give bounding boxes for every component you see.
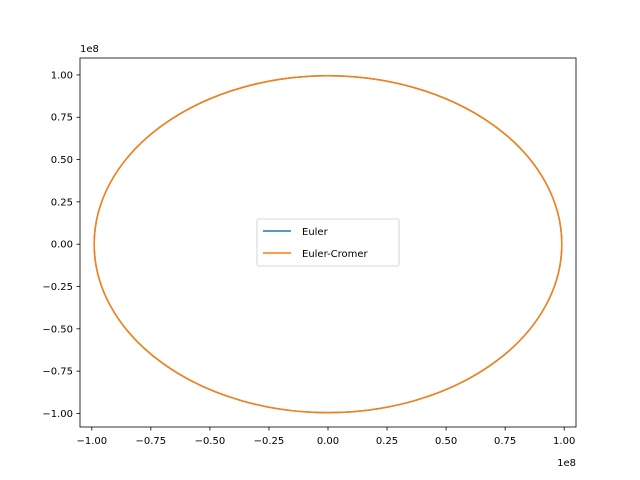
y-tick-label: 1.00: [51, 70, 73, 81]
y-tick-label: 0.25: [51, 197, 73, 208]
x-tick-label: 0.25: [376, 436, 398, 447]
x-tick-label: −0.75: [136, 436, 167, 447]
y-tick-label: −0.75: [42, 367, 73, 378]
legend: Euler Euler-Cromer: [256, 218, 400, 267]
x-axis-offset-text: 1e8: [557, 458, 576, 469]
x-tick-label: −1.00: [76, 436, 107, 447]
x-tick-label: 0.00: [317, 436, 339, 447]
y-axis: −1.00 −0.75 −0.50 −0.25 0.00 0.25 0.50 0.75 1.00: [42, 70, 80, 420]
x-tick-label: 0.50: [435, 436, 457, 447]
legend-label-euler-cromer: Euler-Cromer: [302, 249, 369, 260]
y-tick-label: −0.50: [42, 324, 73, 335]
legend-box: [256, 218, 400, 267]
x-tick-label: −0.25: [254, 436, 285, 447]
x-tick-label: 1.00: [553, 436, 575, 447]
y-tick-label: −0.25: [42, 282, 73, 293]
y-tick-label: 0.50: [51, 155, 73, 166]
y-tick-label: 0.00: [51, 240, 73, 251]
series-layer: [93, 75, 563, 414]
y-tick-label: 0.75: [51, 113, 73, 124]
x-axis: −1.00 −0.75 −0.50 −0.25 0.00 0.25 0.50 0.75 1.00: [76, 427, 575, 447]
x-tick-label: −0.50: [195, 436, 226, 447]
legend-label-euler: Euler: [302, 227, 329, 238]
y-axis-offset-text: 1e8: [80, 44, 99, 55]
x-tick-label: 0.75: [494, 436, 516, 447]
series-euler-cromer: [93, 75, 563, 414]
y-tick-label: −1.00: [42, 409, 73, 420]
